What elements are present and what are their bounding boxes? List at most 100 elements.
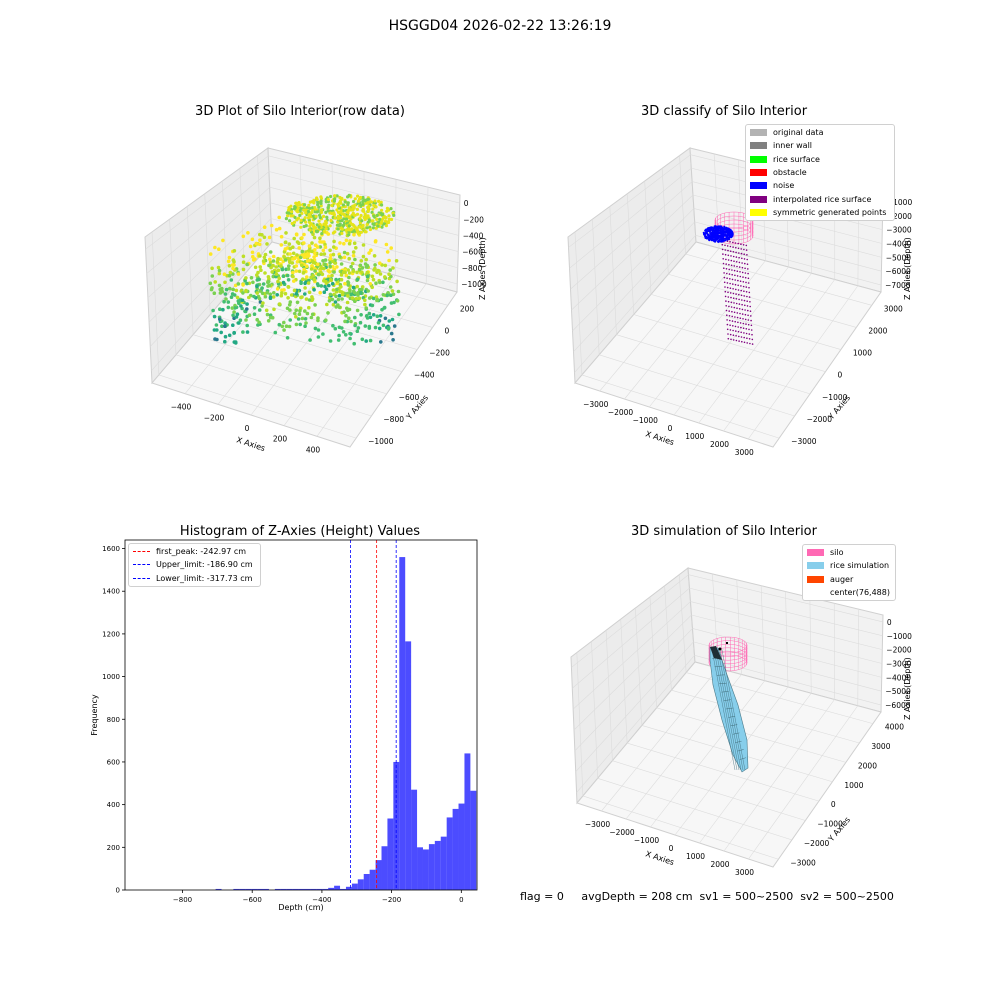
p2-noise-point: [715, 237, 718, 240]
p4-ztick: −6000: [885, 701, 911, 710]
p1-point: [367, 324, 372, 329]
p1-point: [231, 323, 235, 328]
p1-point: [257, 242, 262, 247]
p2-interp-point: [723, 281, 726, 284]
p2-noise-point: [720, 231, 723, 234]
p1-point: [313, 251, 317, 256]
p1-point: [355, 270, 359, 275]
p2-interp-point: [723, 267, 725, 270]
p1-point: [355, 207, 359, 211]
p1-point: [364, 214, 368, 218]
p1-point: [338, 254, 342, 259]
p2-interp-point: [747, 268, 749, 270]
p2-noise-point: [712, 232, 715, 235]
histogram-ytick: 1000: [102, 673, 120, 681]
p2-interp-point: [723, 276, 726, 279]
histogram-bar: [428, 844, 435, 890]
p1-point: [262, 255, 267, 260]
p2-interp-point: [745, 249, 748, 251]
p1-point: [379, 200, 383, 204]
p2-interp-point: [751, 343, 754, 345]
p1-point: [309, 221, 313, 226]
p2-interp-point: [722, 253, 724, 255]
p1-point: [368, 315, 373, 320]
p1-point: [219, 330, 223, 335]
p2-noise-point: [725, 230, 728, 233]
p1-point: [358, 263, 363, 268]
p1-point: [364, 306, 369, 310]
p1-point: [328, 264, 333, 269]
p1-point: [309, 267, 314, 271]
p1-point: [333, 326, 338, 331]
p1-point: [363, 324, 368, 328]
p1-point: [232, 259, 236, 264]
p1-point: [232, 249, 237, 253]
p1-point: [328, 256, 333, 261]
histogram-bar: [251, 888, 258, 890]
p1-point: [259, 268, 263, 273]
p1-point: [214, 323, 219, 327]
p2-noise-point: [714, 232, 717, 235]
p1-point: [378, 217, 382, 221]
p1-point: [293, 215, 297, 220]
p2-interp-point: [724, 290, 727, 293]
p1-point: [344, 217, 349, 221]
p1-point: [268, 257, 272, 262]
p2-interp-point: [740, 248, 742, 250]
p1-point: [328, 292, 333, 297]
p1-point: [347, 224, 351, 228]
p2-interp-point: [731, 278, 734, 281]
p1-point: [280, 291, 284, 295]
p2-noise-point: [703, 233, 706, 236]
p1-point: [241, 254, 246, 259]
p1-point: [370, 274, 375, 279]
p2-interp-point: [744, 318, 747, 321]
p2-noise-point: [706, 236, 709, 239]
histogram-bar: [405, 641, 412, 890]
histogram-bar: [387, 818, 394, 890]
p1-point: [253, 265, 258, 270]
p2-noise-point: [718, 231, 721, 234]
p1-point: [307, 203, 311, 207]
histogram-ytick: 1600: [102, 545, 120, 553]
p1-point: [302, 218, 306, 222]
p2-interp-point: [732, 255, 735, 258]
p1-point: [337, 293, 342, 298]
p1-point: [323, 262, 327, 267]
p1-point: [230, 292, 235, 296]
p1-point: [342, 217, 346, 221]
p1-point: [377, 269, 381, 273]
p1-point: [289, 214, 293, 218]
panel2-legend: original data inner wall rice surface ob…: [745, 124, 895, 222]
p1-point: [289, 293, 294, 297]
p1-point: [387, 217, 391, 221]
p1-point: [223, 292, 228, 296]
p1-point: [300, 253, 305, 257]
p1-point: [335, 287, 339, 292]
p2-noise-point: [728, 232, 731, 235]
p1-point: [357, 225, 361, 229]
p2-noise-point: [718, 226, 721, 229]
p1-point: [357, 267, 362, 272]
p1-point: [367, 251, 371, 255]
p1-point: [263, 252, 268, 257]
p1-point: [380, 203, 384, 207]
p1-point: [352, 213, 356, 217]
p1-point: [395, 279, 399, 284]
p2-interp-point: [728, 273, 731, 275]
p1-point: [304, 211, 308, 215]
p1-point: [241, 283, 245, 287]
p1-point: [381, 293, 386, 297]
p4-ztick: −1000: [887, 632, 913, 641]
p1-point: [344, 313, 348, 318]
p1-point: [396, 289, 401, 294]
p1-point: [318, 236, 322, 240]
p1-point: [377, 220, 381, 224]
p1-point: [345, 251, 350, 256]
p2-interp-point: [740, 243, 742, 245]
p1-point: [294, 308, 299, 313]
p1-point: [336, 338, 341, 342]
p1-point: [347, 316, 351, 321]
p1-point: [329, 218, 333, 223]
p2-interp-point: [751, 338, 754, 341]
